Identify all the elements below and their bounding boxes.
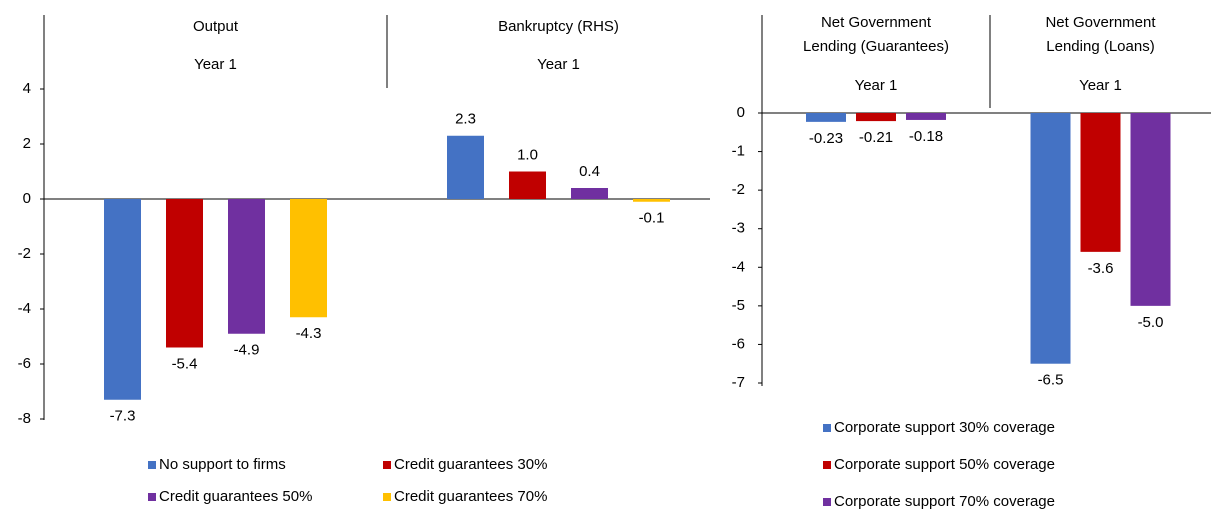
category-label: Year 1 [194, 56, 237, 73]
bar [228, 199, 265, 334]
legend-label: Corporate support 70% coverage [834, 493, 1055, 510]
y-tick-label: -4 [18, 300, 31, 317]
legend-swatch [823, 461, 831, 469]
y-tick-label: -6 [18, 355, 31, 372]
data-label: -0.1 [639, 210, 665, 227]
legend-label: Corporate support 50% coverage [834, 456, 1055, 473]
y-tick-label: -3 [732, 220, 745, 237]
data-label: 2.3 [455, 111, 476, 128]
y-tick-label: 0 [23, 190, 31, 207]
legend-swatch [148, 461, 156, 469]
data-label: -4.9 [234, 342, 260, 359]
data-label: -4.3 [296, 325, 322, 342]
category-label: Year 1 [1079, 77, 1122, 94]
data-label: -0.18 [909, 128, 943, 145]
legend-label: Credit guarantees 50% [159, 488, 312, 505]
bar [1030, 113, 1071, 364]
data-label: -3.6 [1088, 260, 1114, 277]
y-tick-label: -5 [732, 297, 745, 314]
data-label: -5.0 [1138, 314, 1164, 331]
legend-swatch [823, 498, 831, 506]
data-label: -0.23 [809, 130, 843, 147]
panel-title: Lending (Loans) [1046, 38, 1154, 55]
legend-swatch [383, 461, 391, 469]
bar [571, 188, 608, 199]
category-label: Year 1 [855, 77, 898, 94]
y-tick-label: -7 [732, 374, 745, 391]
legend-swatch [383, 493, 391, 501]
y-tick-label: -2 [732, 181, 745, 198]
y-tick-label: -6 [732, 335, 745, 352]
legend-label: Credit guarantees 70% [394, 488, 547, 505]
bar [290, 199, 327, 318]
data-label: 0.4 [579, 163, 600, 180]
data-label: 1.0 [517, 146, 538, 163]
data-label: -0.21 [859, 129, 893, 146]
legend-label: No support to firms [159, 456, 286, 473]
panel-title: Output [193, 18, 239, 35]
panel-title: Net Government [821, 14, 932, 31]
y-tick-label: -1 [732, 143, 745, 160]
data-label: -6.5 [1038, 372, 1064, 389]
legend-label: Corporate support 30% coverage [834, 419, 1055, 436]
bar [1080, 113, 1121, 252]
bar [166, 199, 203, 348]
bar [447, 135, 484, 199]
bar [633, 199, 670, 202]
y-tick-label: 2 [23, 135, 31, 152]
panel-title: Lending (Guarantees) [803, 38, 949, 55]
y-tick-label: 4 [23, 80, 31, 97]
bar [104, 199, 141, 400]
bar [856, 113, 896, 122]
legend-swatch [148, 493, 156, 501]
bar [1130, 113, 1171, 306]
data-label: -5.4 [172, 355, 198, 372]
data-label: -7.3 [110, 408, 136, 425]
y-tick-label: -2 [18, 245, 31, 262]
y-tick-label: -8 [18, 410, 31, 427]
legend-label: Credit guarantees 30% [394, 456, 547, 473]
bar [509, 171, 546, 199]
panel-title: Net Government [1045, 14, 1156, 31]
panel-title: Bankruptcy (RHS) [498, 18, 619, 35]
category-label: Year 1 [537, 56, 580, 73]
legend-swatch [823, 424, 831, 432]
y-tick-label: 0 [737, 104, 745, 121]
bar [906, 113, 946, 120]
y-tick-label: -4 [732, 258, 745, 275]
bar [806, 113, 846, 122]
